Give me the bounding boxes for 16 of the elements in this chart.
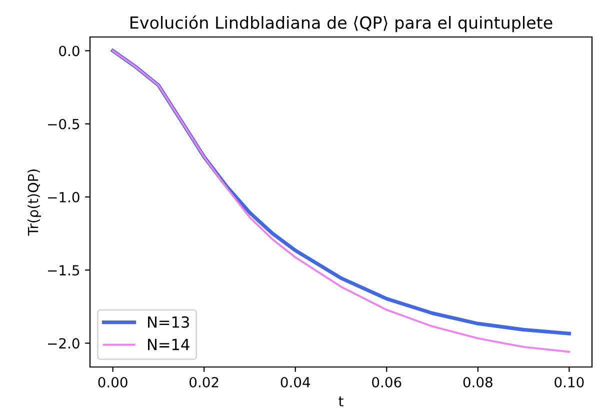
y-tick-label: −1.0 (48, 192, 80, 202)
legend-label: N=14 (148, 338, 190, 350)
y-tick-label: 0.0 (59, 46, 80, 56)
x-tick-label: 0.08 (463, 376, 492, 388)
x-tick-label: 0.06 (372, 376, 402, 388)
legend-label: N=13 (148, 316, 189, 328)
y-tick-label: −2.0 (48, 338, 80, 349)
x-tick-label: 0.10 (554, 376, 584, 388)
y-axis-title: Tr(ρ(t)QP) (28, 170, 41, 236)
chart-title: Evolución Lindbladiana de ⟨QP⟩ para el quintuplete (130, 15, 552, 32)
y-tick-label: −0.5 (48, 118, 80, 130)
y-tick-label: −1.5 (48, 265, 80, 276)
x-tick-label: 0.04 (280, 376, 310, 388)
x-tick-label: 0.02 (190, 376, 218, 388)
x-axis-title: t (338, 396, 344, 406)
x-tick-label: 0.00 (98, 376, 128, 388)
